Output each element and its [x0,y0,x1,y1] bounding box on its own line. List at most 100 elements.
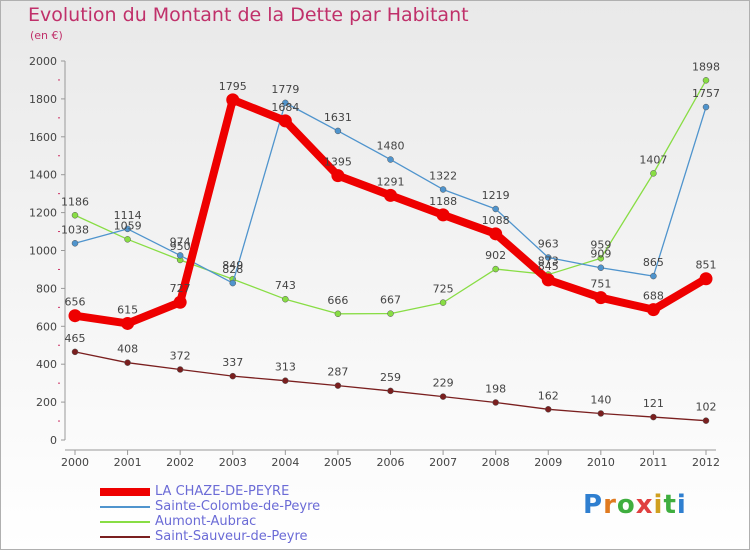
x-tick-label: 2000 [61,456,89,469]
data-point [545,406,552,413]
y-tick-label: 1600 [29,131,57,144]
data-point [334,382,342,389]
data-point [597,255,605,262]
data-label: 259 [380,371,401,384]
data-point [699,272,713,286]
data-label: 1291 [377,175,405,188]
data-point [597,264,605,271]
data-point [121,316,135,330]
x-tick-label: 2004 [271,456,299,469]
legend-label: LA CHAZE-DE-PEYRE [155,484,290,499]
logo-letter: P [583,490,604,520]
data-point [650,170,657,177]
legend-swatch [100,506,150,508]
legend-item-saint-sauveur-de-peyre: Saint-Sauveur-de-Peyre [100,529,400,545]
data-point [384,188,397,202]
x-tick-label: 2007 [429,456,457,469]
x-tick-label: 2001 [114,456,142,469]
data-label: 1395 [324,156,352,169]
y-tick-label: 1000 [29,245,57,258]
data-point [173,295,187,309]
y-tick-label: 1800 [29,93,57,106]
data-point [229,372,236,380]
logo-letter: t [663,490,677,520]
data-point [702,417,710,424]
data-label: 666 [327,294,348,307]
chart-title: Evolution du Montant de la Dette par Hab… [28,4,469,26]
y-tick-label: 800 [36,282,57,295]
x-tick-label: 2006 [377,456,405,469]
data-point [226,93,240,107]
data-label: 1898 [692,60,720,73]
x-tick-label: 2010 [587,456,615,469]
y-tick-label: 400 [36,358,57,371]
data-point [124,225,131,233]
data-point [71,240,79,247]
data-point [71,348,79,356]
logo-letter: i [676,490,687,520]
x-tick-label: 2011 [639,456,667,469]
data-label: 845 [538,260,559,273]
data-label: 1186 [61,195,89,208]
data-label: 849 [222,259,243,272]
data-point [541,273,555,287]
unit-label: (en €) [30,29,63,42]
x-tick-label: 2003 [219,456,247,469]
logo-letter: r [603,490,617,520]
legend-item-sainte-colombe-de-peyre: Sainte-Colombe-de-Peyre [100,499,400,515]
data-label: 1407 [639,153,667,166]
data-point [492,265,499,273]
data-point [68,309,82,323]
data-label: 408 [117,343,138,356]
data-label: 615 [117,303,138,316]
data-point [439,393,447,400]
logo-letter: i [653,490,664,520]
axes: 0 200 400 600 800 1000 1200 1400 1600 1800 2000 200… [29,55,720,469]
proxiti-logo: Proxiti [583,490,687,520]
data-label: 287 [327,366,348,379]
data-label: 121 [643,397,664,410]
data-label: 1757 [692,87,720,100]
data-point [387,310,394,317]
data-point [702,103,710,111]
data-point [229,279,236,287]
series-layer [68,77,713,424]
data-label: 865 [643,256,664,269]
data-point [176,366,184,373]
data-point [646,303,660,317]
legend-swatch [100,521,150,523]
series-1 [71,99,710,287]
data-label: 198 [485,382,506,395]
x-tick-label: 2009 [534,456,562,469]
y-tick-label: 0 [50,434,57,447]
data-point [71,212,79,219]
data-label: 1795 [219,80,247,93]
data-label: 1480 [377,140,405,153]
x-tick-label: 2005 [324,456,352,469]
data-label: 909 [590,248,611,261]
legend-label: Sainte-Colombe-de-Peyre [155,499,321,514]
data-label: 465 [65,332,86,345]
data-label: 828 [222,263,243,276]
data-label: 751 [590,278,611,291]
data-labels: 656 615 727 1795 1684 1395 1291 1188 1088 845 751 6… [61,60,720,413]
data-label: 1779 [271,83,299,96]
data-point [282,295,289,303]
data-point [331,169,345,183]
legend-label: Aumont-Aubrac [155,514,257,529]
data-label: 229 [433,377,454,390]
data-point [278,114,292,128]
data-label: 656 [65,296,86,309]
data-point [334,127,342,135]
data-point [492,205,499,213]
data-label: 102 [696,401,717,414]
data-label: 1038 [61,223,89,236]
y-tick-label: 1400 [29,169,57,182]
data-point [176,252,184,259]
data-point [545,254,552,261]
series-0 [68,93,713,330]
y-tick-label: 2000 [29,55,57,68]
legend-swatch [100,536,150,538]
data-label: 372 [170,350,191,363]
